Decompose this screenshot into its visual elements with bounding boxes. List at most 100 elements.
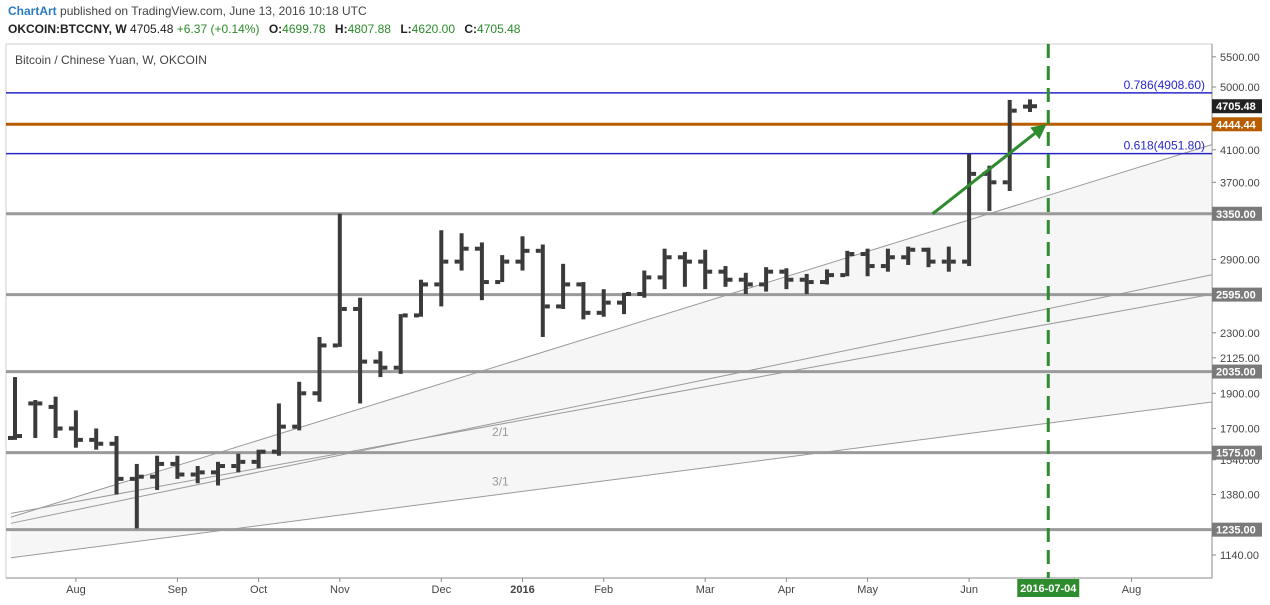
bar-open	[556, 304, 562, 309]
bar-open	[332, 343, 338, 348]
bar-range	[967, 153, 972, 267]
bar-range	[337, 213, 342, 347]
bar-open	[8, 435, 13, 440]
bar-open	[576, 282, 582, 287]
bar-range	[33, 400, 38, 438]
ohlc-bar	[921, 247, 936, 268]
ohlc-bar	[454, 233, 469, 271]
bar-range	[825, 269, 829, 285]
ohlc-bar	[1002, 99, 1017, 191]
bar-open	[941, 259, 947, 264]
ohlc-bar	[231, 453, 246, 473]
ohlc-bar	[109, 436, 124, 495]
bar-open	[596, 310, 602, 315]
bar-range	[622, 292, 626, 315]
bar-close	[626, 292, 631, 297]
ohlc-bar	[515, 236, 530, 271]
ohlc-bar	[535, 244, 550, 337]
ohlc-bar	[170, 455, 185, 479]
bar-close	[321, 343, 327, 348]
x-tick-label: May	[857, 584, 878, 596]
bar-range	[1007, 99, 1012, 191]
author-link[interactable]: ChartArt	[8, 4, 57, 18]
bar-range	[764, 267, 769, 292]
bar-open	[454, 259, 460, 264]
bar-close	[666, 255, 672, 260]
publish-info: published on TradingView.com, June 13, 2…	[60, 4, 367, 18]
bar-open	[68, 426, 74, 431]
bar-open	[515, 259, 521, 264]
x-tick-label: Aug	[66, 584, 86, 596]
ohlc-bar	[474, 242, 489, 301]
x-tick-label: Aug	[1122, 584, 1142, 596]
bar-close	[138, 474, 144, 479]
bar-range	[419, 279, 423, 317]
bar-open	[1023, 104, 1028, 109]
ohlc-bar	[48, 396, 63, 438]
bar-close	[829, 273, 834, 278]
bar-close	[930, 259, 936, 264]
y-tick-label: 1900.00	[1220, 388, 1260, 400]
price-change: +6.37 (+0.14%)	[176, 22, 260, 36]
bar-close	[788, 277, 794, 282]
level-badge-2595.00-bg	[1212, 287, 1262, 302]
bar-open	[840, 273, 846, 278]
bar-close	[423, 282, 428, 287]
bar-open	[474, 246, 480, 251]
bar-close	[747, 282, 753, 287]
publish-line: ChartArt published on TradingView.com, J…	[8, 4, 367, 18]
bar-range	[236, 453, 241, 473]
x-tick-label: 2016	[510, 584, 534, 596]
fan-line-3	[10, 401, 1212, 559]
bar-open	[434, 282, 440, 287]
bar-range	[987, 165, 992, 211]
bar-close	[301, 391, 307, 396]
bar-range	[317, 336, 322, 402]
bar-open	[1002, 180, 1008, 185]
bar-open	[962, 259, 968, 264]
x-tick-label: Feb	[594, 584, 613, 596]
low-value: 4620.00	[411, 22, 456, 36]
ohlc-bar	[312, 336, 327, 402]
ohlc-bar	[677, 251, 692, 287]
y-tick-label: 1140.00	[1220, 550, 1259, 562]
bar-open	[393, 365, 399, 370]
ohlc-bar	[617, 292, 631, 315]
bar-close	[707, 269, 713, 274]
ohlc-bar	[1023, 99, 1037, 113]
level-badge-1235.00-bg	[1212, 522, 1262, 537]
bar-range	[946, 246, 951, 272]
bar-close	[159, 461, 165, 466]
level-badge-4444.44-bg	[1212, 117, 1262, 132]
fan-label-1: 3/1	[492, 474, 509, 488]
bar-close	[77, 437, 83, 442]
x-tick-label: Oct	[250, 584, 267, 596]
level-badge-3350.00: 3350.00	[1216, 209, 1256, 221]
bar-close	[98, 441, 104, 446]
bar-open	[921, 247, 927, 252]
bar-open	[271, 449, 277, 454]
bar-open	[48, 404, 54, 409]
bar-open	[535, 248, 541, 253]
ohlc-bar	[779, 268, 794, 290]
ohlc-bar	[880, 248, 895, 272]
y-tick-label: 5000.00	[1220, 82, 1260, 94]
bar-open	[677, 255, 683, 260]
bar-open	[880, 264, 886, 269]
open-label: O:	[268, 22, 283, 36]
bar-open	[820, 280, 825, 285]
ohlc-bar	[150, 455, 165, 490]
close-label: C:	[464, 22, 478, 36]
ohlc-bar	[738, 272, 753, 295]
x-tick-label: Apr	[778, 584, 795, 596]
bar-range	[1028, 99, 1032, 113]
bar-close	[991, 180, 997, 185]
ohlc-bar	[799, 273, 814, 295]
bar-range	[175, 455, 180, 479]
x-tick-label: Dec	[432, 584, 452, 596]
bar-open	[901, 255, 907, 260]
date-marker-bg	[1017, 579, 1080, 597]
bar-open	[414, 313, 419, 318]
bar-range	[479, 242, 484, 301]
